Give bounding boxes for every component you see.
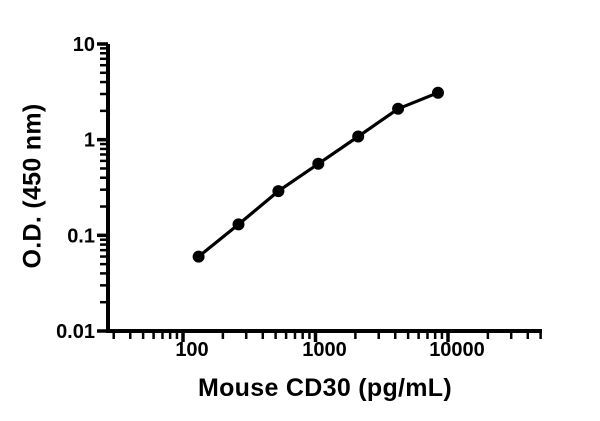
x-axis-title: Mouse CD30 (pg/mL) bbox=[197, 374, 453, 402]
data-point-marker bbox=[352, 130, 365, 143]
y-tick-label: 1 bbox=[84, 130, 95, 152]
x-tick-label: 100 bbox=[175, 339, 208, 361]
data-point-marker bbox=[272, 185, 285, 198]
y-tick-label: 0.01 bbox=[56, 321, 95, 343]
y-axis-title: O.D. (450 nm) bbox=[18, 103, 47, 269]
x-tick-label: 10000 bbox=[429, 339, 485, 361]
data-point-marker bbox=[232, 218, 245, 231]
data-point-marker bbox=[392, 102, 405, 115]
x-tick-label: 1000 bbox=[302, 339, 347, 361]
y-tick-label: 0.1 bbox=[67, 225, 95, 247]
data-point-marker bbox=[432, 86, 444, 99]
y-tick-label: 10 bbox=[73, 34, 95, 56]
standard-curve-line bbox=[197, 91, 440, 259]
data-point-marker bbox=[192, 250, 205, 263]
data-point-marker bbox=[312, 157, 325, 170]
